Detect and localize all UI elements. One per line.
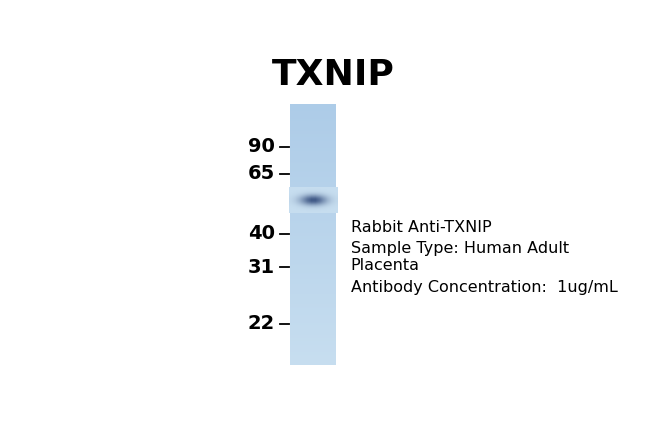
Text: TXNIP: TXNIP <box>272 58 395 92</box>
Text: 40: 40 <box>248 224 275 243</box>
Text: 65: 65 <box>248 164 275 183</box>
Text: 90: 90 <box>248 138 275 156</box>
Text: Rabbit Anti-TXNIP: Rabbit Anti-TXNIP <box>351 220 491 235</box>
Text: Sample Type: Human Adult: Sample Type: Human Adult <box>351 241 569 256</box>
Text: 31: 31 <box>248 258 275 277</box>
Text: Antibody Concentration:  1ug/mL: Antibody Concentration: 1ug/mL <box>351 280 618 294</box>
Text: 22: 22 <box>248 314 275 333</box>
Text: Placenta: Placenta <box>351 258 420 273</box>
